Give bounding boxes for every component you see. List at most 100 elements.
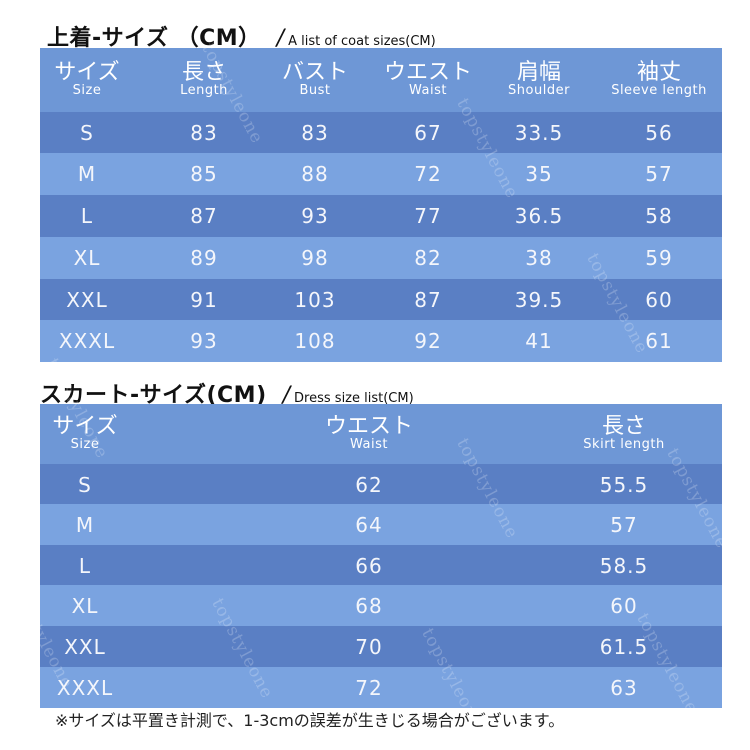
- coat-table-cell: 61: [645, 329, 673, 353]
- skirt-header-cell: 長さ Skirt length: [544, 404, 704, 464]
- coat-table-cell: 33.5: [514, 121, 564, 145]
- skirt-header-en: Skirt length: [583, 437, 665, 452]
- coat-table-cell: 89: [190, 246, 218, 270]
- coat-table-cell: 108: [294, 329, 336, 353]
- coat-header-cell: バスト Bust: [235, 48, 395, 112]
- skirt-table-row: XL 68 60: [40, 585, 722, 626]
- coat-table-cell: 91: [190, 288, 218, 312]
- skirt-header-jp: サイズ: [52, 414, 118, 439]
- coat-table-row: S 83 83 67 33.5 56: [40, 112, 722, 154]
- coat-table-row: M 85 88 72 35 57: [40, 153, 722, 195]
- coat-header-cell: 肩幅 Shoulder: [459, 48, 619, 112]
- coat-header-jp: 肩幅: [516, 60, 561, 85]
- skirt-table-cell: M: [75, 512, 95, 537]
- coat-table-cell: 41: [525, 329, 553, 353]
- skirt-table-cell: 58.5: [599, 553, 649, 578]
- coat-table-cell: 93: [301, 204, 329, 228]
- coat-header-cell: 長さ Length: [124, 48, 284, 112]
- skirt-table-cell: 60: [610, 593, 638, 618]
- coat-header-jp: 長さ: [181, 60, 226, 85]
- skirt-table-cell: L: [78, 553, 92, 578]
- skirt-title-slash: /: [282, 383, 291, 408]
- coat-table-row: XXL 91 103 87 39.5 60: [40, 279, 722, 321]
- coat-table-cell: 87: [414, 288, 442, 312]
- coat-table-cell: 35: [525, 162, 553, 186]
- skirt-table-row: S 62 55.5: [40, 464, 722, 505]
- skirt-header-cell: ウエスト Waist: [289, 404, 449, 464]
- coat-table-cell: 87: [190, 204, 218, 228]
- measurement-note: ※サイズは平置き計測で、1-3cmの誤差が生きじる場合がございます。: [55, 711, 565, 730]
- skirt-table-cell: 55.5: [599, 472, 649, 497]
- skirt-header-en: Size: [70, 437, 100, 452]
- skirt-header-row: サイズ Size ウエスト Waist 長さ Skirt length: [40, 404, 722, 464]
- coat-table-cell: L: [80, 204, 94, 228]
- skirt-table-cell: XXXL: [56, 675, 114, 700]
- coat-table-cell: 92: [414, 329, 442, 353]
- coat-header-en: Bust: [299, 83, 331, 98]
- coat-table-cell: 56: [645, 121, 673, 145]
- coat-title-slash: /: [276, 26, 285, 51]
- coat-title-text: 上着-サイズ （CM）: [47, 26, 261, 51]
- coat-table-cell: 103: [294, 288, 336, 312]
- coat-header-jp: ウエスト: [383, 60, 472, 85]
- skirt-table-cell: 68: [355, 593, 383, 618]
- coat-table-cell: 98: [301, 246, 329, 270]
- coat-table-cell: 88: [301, 162, 329, 186]
- coat-table-cell: 93: [190, 329, 218, 353]
- skirt-table-cell: 64: [355, 512, 383, 537]
- coat-table-cell: XL: [73, 246, 101, 270]
- coat-table-cell: 57: [645, 162, 673, 186]
- skirt-table-cell: 61.5: [599, 634, 649, 659]
- skirt-table-cell: 70: [355, 634, 383, 659]
- skirt-table-row: L 66 58.5: [40, 545, 722, 586]
- coat-table-row: XL 89 98 82 38 59: [40, 237, 722, 279]
- skirt-header-jp: 長さ: [601, 414, 646, 439]
- coat-table-cell: S: [80, 121, 94, 145]
- skirt-size-title: スカート-サイズ(CM) / Dress size list(CM): [40, 377, 414, 409]
- skirt-table-cell: 62: [355, 472, 383, 497]
- skirt-table-row: M 64 57: [40, 504, 722, 545]
- coat-header-jp: バスト: [281, 60, 348, 85]
- skirt-header-cell: サイズ Size: [5, 404, 165, 464]
- coat-header-jp: 袖丈: [636, 60, 681, 85]
- skirt-table-cell: 57: [610, 512, 638, 537]
- coat-header-cell: 袖丈 Sleeve length: [579, 48, 739, 112]
- coat-header-row: サイズ Size 長さ Length バスト Bust ウエスト Waist 肩幅 Shoulde…: [40, 48, 722, 112]
- coat-table-cell: 83: [190, 121, 218, 145]
- coat-header-en: Waist: [409, 83, 447, 98]
- skirt-table-cell: 66: [355, 553, 383, 578]
- skirt-table-cell: XXL: [64, 634, 106, 659]
- coat-table-row: XXXL 93 108 92 41 61: [40, 320, 722, 362]
- coat-table-cell: 39.5: [514, 288, 564, 312]
- coat-size-table: サイズ Size 長さ Length バスト Bust ウエスト Waist 肩幅 Shoulde…: [40, 48, 722, 362]
- coat-size-title: 上着-サイズ （CM） / A list of coat sizes(CM): [47, 20, 436, 52]
- skirt-size-table: サイズ Size ウエスト Waist 長さ Skirt length S 62 55.5 M 64…: [40, 404, 722, 708]
- coat-table-cell: 77: [414, 204, 442, 228]
- coat-table-cell: 83: [301, 121, 329, 145]
- coat-table-cell: M: [77, 162, 97, 186]
- coat-header-en: Length: [180, 83, 228, 98]
- coat-table-row: L 87 93 77 36.5 58: [40, 195, 722, 237]
- coat-header-en: Shoulder: [508, 83, 570, 98]
- coat-table-cell: 60: [645, 288, 673, 312]
- coat-header-jp: サイズ: [54, 60, 120, 85]
- coat-table-cell: 85: [190, 162, 218, 186]
- skirt-table-row: XXL 70 61.5: [40, 626, 722, 667]
- skirt-table-cell: 72: [355, 675, 383, 700]
- skirt-table-row: XXXL 72 63: [40, 667, 722, 708]
- coat-table-cell: 72: [414, 162, 442, 186]
- coat-header-cell: ウエスト Waist: [348, 48, 508, 112]
- coat-table-cell: 38: [525, 246, 553, 270]
- coat-table-cell: XXXL: [58, 329, 116, 353]
- coat-header-cell: サイズ Size: [7, 48, 167, 112]
- skirt-title-text: スカート-サイズ(CM): [40, 383, 267, 408]
- coat-table-cell: 36.5: [514, 204, 564, 228]
- coat-table-cell: XXL: [66, 288, 108, 312]
- coat-table-cell: 59: [645, 246, 673, 270]
- skirt-header-en: Waist: [350, 437, 388, 452]
- coat-table-cell: 58: [645, 204, 673, 228]
- skirt-subtitle: Dress size list(CM): [294, 391, 414, 406]
- coat-subtitle: A list of coat sizes(CM): [288, 34, 436, 49]
- coat-table-cell: 67: [414, 121, 442, 145]
